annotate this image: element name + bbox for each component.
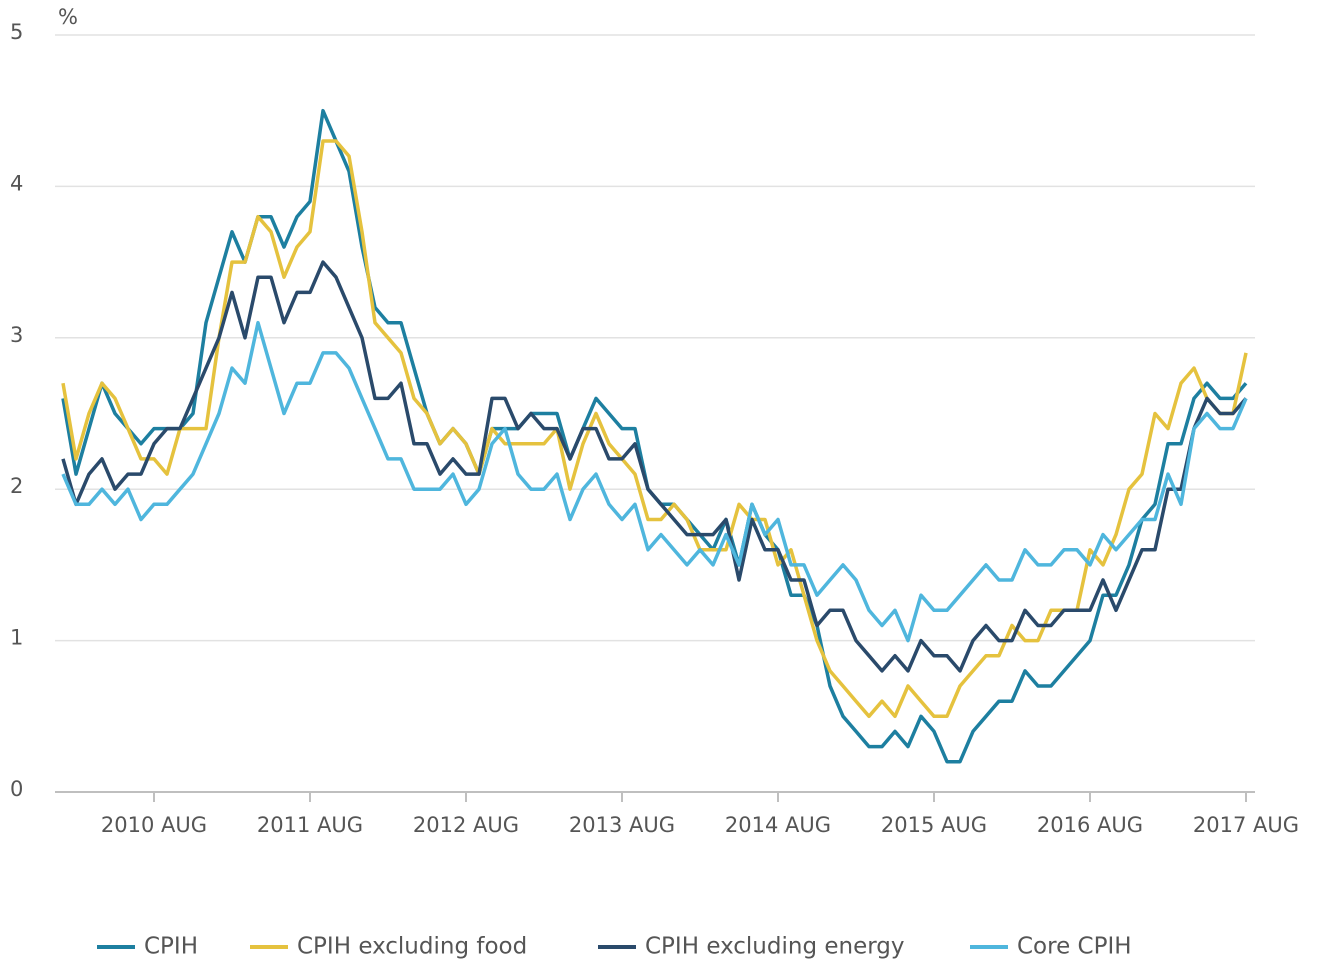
x-tick-label: 2010 AUG [101,813,207,837]
legend-label: Core CPIH [1017,934,1132,960]
x-tick-label: 2016 AUG [1037,813,1143,837]
y-axis-label: % [58,5,78,29]
y-tick-label: 2 [10,474,23,498]
x-tick-label: 2011 AUG [257,813,363,837]
legend-label: CPIH [144,934,198,960]
x-tick-label: 2017 AUG [1193,813,1299,837]
y-tick-label: 5 [10,20,23,44]
line-series [61,260,1248,673]
x-tick-label: 2013 AUG [569,813,675,837]
line-series [61,108,1248,764]
x-tick-label: 2015 AUG [881,813,987,837]
line-series [61,139,1248,719]
line-series [61,320,1248,643]
y-tick-label: 3 [10,323,23,347]
legend-label: CPIH excluding food [297,934,527,960]
legend-label: CPIH excluding energy [645,934,905,960]
y-tick-label: 1 [10,626,23,650]
x-tick-label: 2012 AUG [413,813,519,837]
y-tick-label: 4 [10,171,23,195]
y-tick-label: 0 [10,777,23,801]
x-tick-label: 2014 AUG [725,813,831,837]
